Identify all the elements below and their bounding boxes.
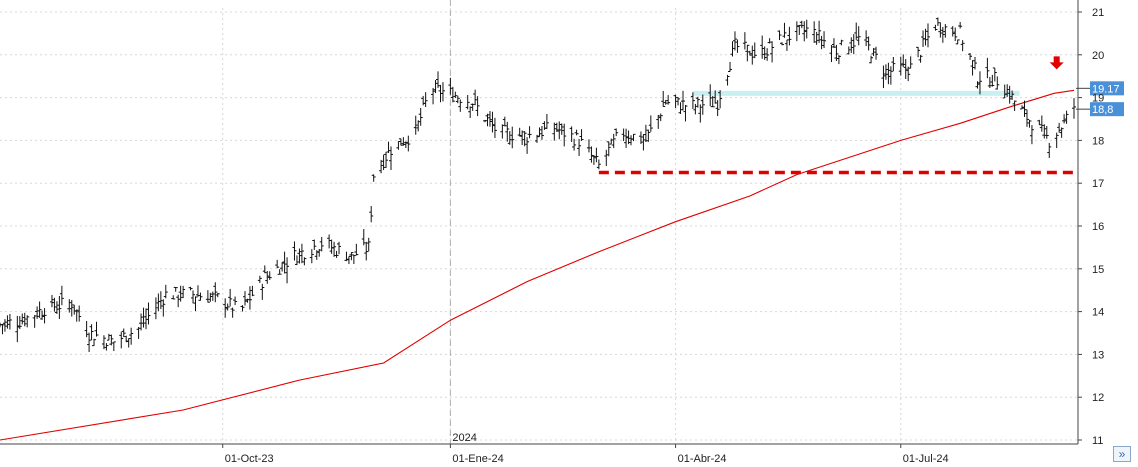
y-tick-label: 17 (1092, 178, 1104, 190)
grid-lines (0, 0, 1078, 444)
y-tick-label: 15 (1092, 264, 1104, 276)
moving-average-line (0, 89, 1075, 441)
x-axis: 01-Oct-23 01-Ene-24 01-Abr-24 01-Jul-24 2024 (0, 432, 1078, 465)
down-arrow-icon (1049, 56, 1064, 70)
y-tick-label: 12 (1092, 392, 1104, 404)
price-tag-label: 19.17 (1092, 83, 1120, 95)
x-tick-label: 01-Jul-24 (903, 453, 949, 465)
year-label: 2024 (452, 432, 476, 444)
scroll-button[interactable]: » (1113, 446, 1131, 462)
moving-average-series (0, 89, 1075, 441)
level-lines (598, 90, 1074, 175)
x-tick-label: 01-Ene-24 (452, 453, 503, 465)
y-tick-label: 14 (1092, 307, 1104, 319)
y-tick-label: 11 (1092, 435, 1103, 447)
annotations: 19.17 18,8 (1049, 56, 1124, 117)
y-axis: 11 12 13 14 15 16 17 18 19 20 21 (1077, 0, 1104, 447)
ohlc-series (0, 17, 1076, 353)
y-tick-label: 19 (1092, 93, 1104, 105)
x-tick-label: 01-Abr-24 (678, 453, 727, 465)
price-tag-label: 18,8 (1092, 104, 1113, 116)
y-tick-label: 16 (1092, 221, 1104, 233)
y-tick-label: 20 (1092, 50, 1104, 62)
double-chevron-icon: » (1118, 447, 1126, 461)
price-tag-badge (1090, 81, 1124, 96)
price-tag-badge (1090, 102, 1124, 117)
x-tick-label: 01-Oct-23 (225, 453, 274, 465)
y-tick-label: 21 (1092, 7, 1104, 19)
y-tick-label: 13 (1092, 349, 1104, 361)
y-tick-label: 18 (1092, 135, 1104, 147)
